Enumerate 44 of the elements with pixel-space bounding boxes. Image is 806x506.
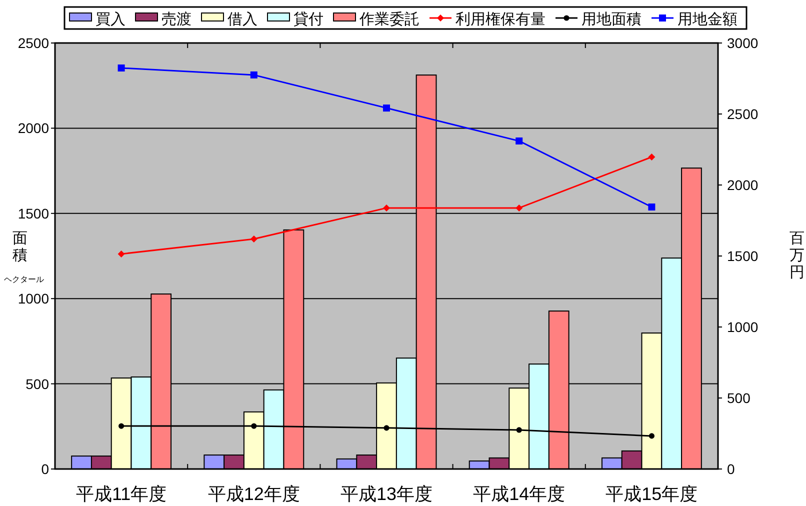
legend-label: 借入 (228, 11, 258, 28)
legend-label: 用地面積 (582, 11, 642, 28)
y-tick-label: 2500 (18, 35, 50, 51)
x-tick-label: 平成15年度 (606, 484, 698, 504)
point (648, 154, 656, 160)
y2-tick-label: 2000 (727, 177, 758, 193)
point (383, 104, 390, 112)
x-tick-label: 平成11年度 (76, 484, 167, 504)
point (118, 64, 125, 72)
point (648, 204, 656, 211)
point (250, 71, 258, 78)
y2-tick-label: 1000 (727, 319, 758, 335)
legend-label: 利用権保有量 (456, 11, 546, 28)
y-tick-label: 0 (41, 461, 50, 477)
y2-axis-title: 百万円 (790, 230, 804, 281)
y-axis-title: 面積 (12, 230, 28, 264)
point (516, 137, 523, 144)
point (516, 427, 522, 433)
point (250, 235, 258, 242)
text: ヘクタール (4, 275, 44, 284)
point (118, 423, 124, 429)
legend-label: 作業委託 (358, 11, 420, 28)
y-tick-label: 500 (26, 376, 50, 392)
y2-tick-label: 2500 (727, 106, 758, 122)
y-tick-label: 2000 (18, 120, 50, 136)
legend-label: 用地金額 (678, 11, 738, 28)
y2-tick-label: 0 (727, 461, 735, 477)
legend-label: 買入 (96, 11, 126, 28)
y2-tick-label: 500 (727, 390, 751, 406)
x-tick-label: 平成13年度 (340, 484, 433, 504)
point (516, 204, 523, 212)
point (384, 425, 390, 431)
y-tick-label: 1000 (18, 290, 50, 307)
legend-label: 売渡 (162, 11, 192, 28)
point (383, 204, 390, 212)
point (251, 423, 257, 429)
y2-tick-label: 1500 (727, 248, 758, 264)
point (118, 250, 125, 258)
point (648, 433, 654, 439)
y-tick-label: 1500 (18, 205, 50, 222)
x-tick-label: 平成12年度 (208, 484, 300, 504)
legend-label: 貸付 (294, 11, 324, 28)
x-tick-label: 平成14年度 (473, 484, 566, 504)
y2-tick-label: 3000 (727, 35, 758, 51)
